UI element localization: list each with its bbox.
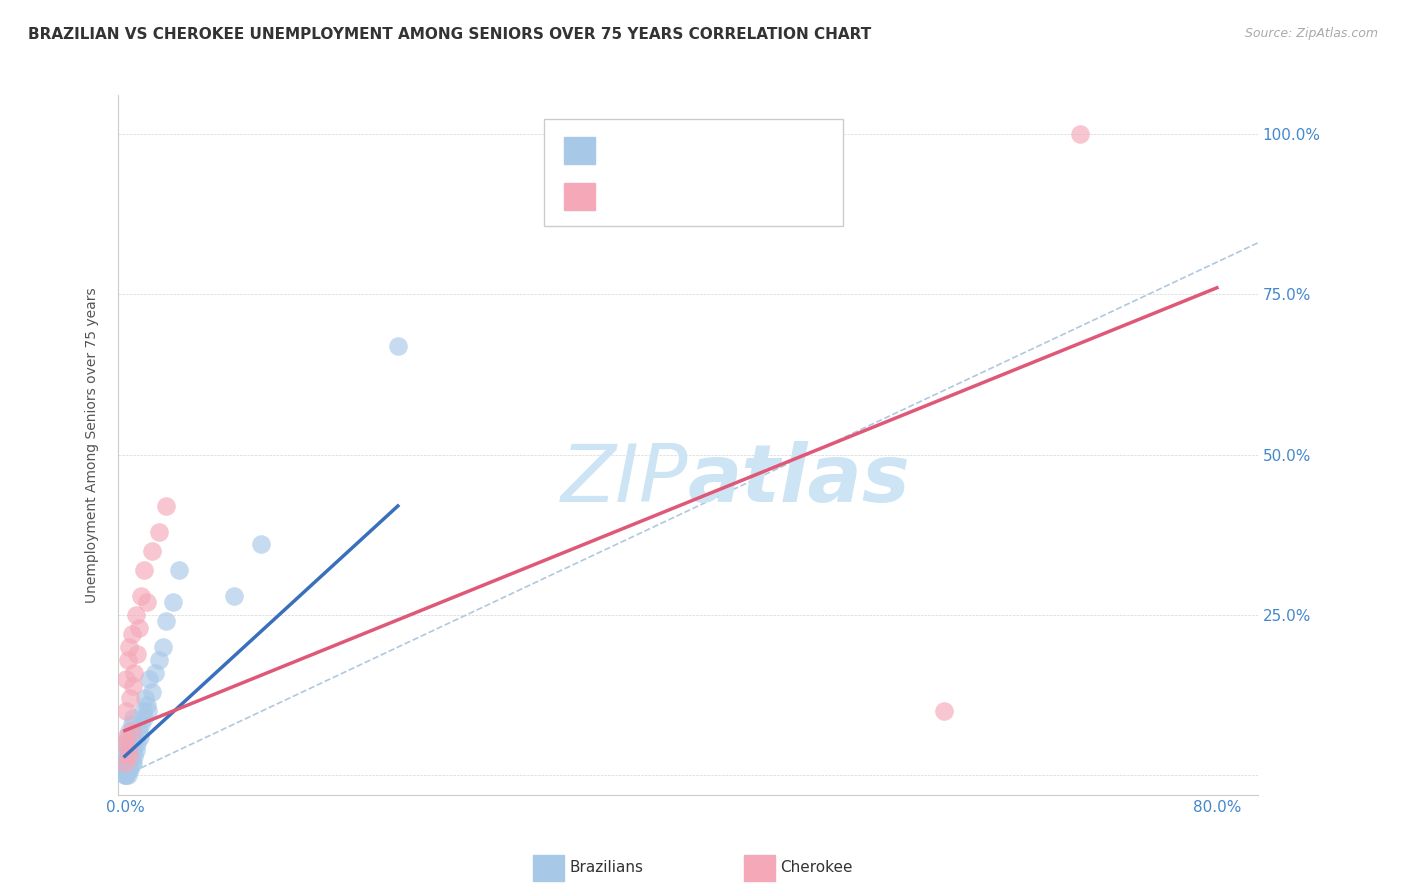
Point [115,736,138,750]
Point [152,640,174,654]
Text: R =: R = [605,187,644,206]
Point [143,665,166,680]
Point [120,749,142,764]
Point [117,743,139,757]
Point [114,768,136,782]
Point [118,723,141,738]
Text: 50: 50 [740,142,765,160]
Point [124,730,146,744]
Point [127,736,149,750]
Point [131,704,153,718]
Point [124,665,146,680]
Text: Cherokee: Cherokee [780,861,853,875]
Point [132,563,155,577]
Point [138,672,160,686]
Point [135,595,157,609]
Point [134,691,156,706]
Point [120,691,142,706]
Point [115,743,138,757]
Point [155,615,177,629]
Text: Brazilians: Brazilians [569,861,644,875]
Text: Source: ZipAtlas.com: Source: ZipAtlas.com [1244,27,1378,40]
Point [117,730,139,744]
Point [122,756,145,770]
Point [135,698,157,712]
Point [115,768,138,782]
Point [121,627,143,641]
Point [148,653,170,667]
Point [115,730,138,744]
Point [115,756,138,770]
Point [115,762,138,776]
Text: N =: N = [700,142,752,160]
Point [114,762,136,776]
Point [124,749,146,764]
Point [114,756,136,770]
Point [120,762,142,776]
Point [932,704,955,718]
Text: atlas: atlas [688,441,911,519]
Point [1069,127,1091,141]
Point [127,647,149,661]
Point [117,749,139,764]
Point [136,704,159,718]
Text: BRAZILIAN VS CHEROKEE UNEMPLOYMENT AMONG SENIORS OVER 75 YEARS CORRELATION CHART: BRAZILIAN VS CHEROKEE UNEMPLOYMENT AMONG… [28,27,872,42]
Point [118,640,141,654]
Point [141,685,163,699]
Point [122,679,145,693]
Point [121,717,143,731]
Point [120,736,142,750]
Point [114,736,136,750]
Point [115,704,138,718]
Point [162,595,184,609]
Point [117,653,139,667]
Text: N =: N = [700,187,752,206]
Point [118,749,141,764]
Point [115,672,138,686]
Point [128,730,150,744]
Text: 0.534: 0.534 [647,142,703,160]
Point [118,743,141,757]
Point [117,768,139,782]
Point [129,589,152,603]
Text: 0.432: 0.432 [647,187,703,206]
Point [387,338,409,352]
Text: R =: R = [605,142,644,160]
Point [115,756,138,770]
Point [222,589,245,603]
Point [141,544,163,558]
Point [128,621,150,635]
Point [114,768,136,782]
Point [148,524,170,539]
Point [125,743,148,757]
Point [122,711,145,725]
Point [121,756,143,770]
Point [169,563,191,577]
Point [118,762,141,776]
Point [128,723,150,738]
Text: ZIP: ZIP [561,441,688,519]
Point [250,537,273,551]
Point [122,743,145,757]
Point [115,749,138,764]
Point [117,756,139,770]
Point [155,499,177,513]
Point [121,723,143,738]
Point [129,717,152,731]
Text: 25: 25 [740,187,765,206]
Y-axis label: Unemployment Among Seniors over 75 years: Unemployment Among Seniors over 75 years [86,287,100,603]
Point [125,607,148,622]
Point [117,762,139,776]
Point [118,756,141,770]
Point [132,711,155,725]
